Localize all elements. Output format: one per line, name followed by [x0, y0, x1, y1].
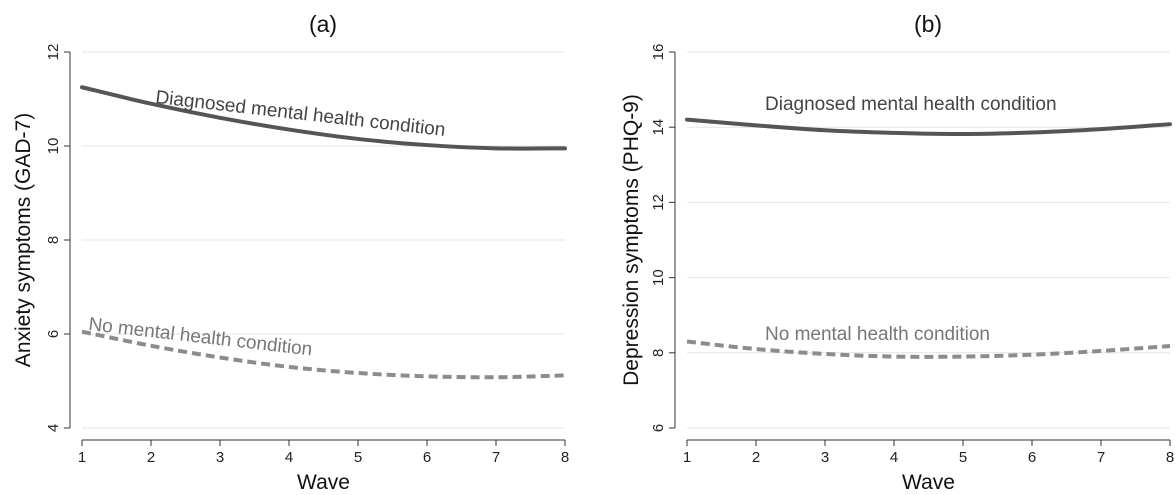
- y-axis-title: Anxiety symptoms (GAD-7): [12, 113, 35, 367]
- y-axis-title: Depression symptoms (PHQ-9): [620, 94, 643, 386]
- y-tick-label: 8: [650, 349, 667, 357]
- series-label-no-condition: No mental health condition: [765, 324, 990, 345]
- y-tick-label: 10: [45, 138, 62, 155]
- x-tick-label: 8: [561, 449, 569, 466]
- y-tick-label: 4: [45, 424, 62, 432]
- x-tick-label: 4: [285, 449, 293, 466]
- x-tick-label: 2: [752, 449, 760, 466]
- panel-title: (a): [309, 11, 337, 37]
- series-line-diagnosed: [685, 117, 1172, 136]
- x-tick-label: 3: [216, 449, 224, 466]
- y-tick-label: 12: [650, 194, 667, 211]
- y-tick-label: 8: [45, 236, 62, 244]
- panel-title: (b): [914, 11, 942, 37]
- series-label-diagnosed: Diagnosed mental health condition: [765, 94, 1057, 115]
- series-line-no-condition: [686, 339, 1171, 359]
- x-tick-label: 7: [492, 449, 500, 466]
- series-line-no-condition: [81, 329, 566, 380]
- x-tick-label: 5: [959, 449, 967, 466]
- y-tick-label: 6: [650, 424, 667, 432]
- x-tick-label: 5: [354, 449, 362, 466]
- x-tick-label: 1: [683, 449, 691, 466]
- x-tick-label: 8: [1166, 449, 1174, 466]
- x-tick-label: 1: [78, 449, 86, 466]
- series-line-diagnosed: [80, 85, 567, 151]
- x-axis-title: Wave: [297, 471, 350, 494]
- x-tick-label: 7: [1097, 449, 1105, 466]
- y-tick-label: 12: [45, 44, 62, 61]
- x-tick-label: 2: [147, 449, 155, 466]
- y-tick-label: 14: [650, 119, 667, 136]
- x-tick-label: 6: [1028, 449, 1036, 466]
- y-tick-label: 10: [650, 269, 667, 286]
- x-tick-label: 3: [821, 449, 829, 466]
- x-tick-label: 6: [423, 449, 431, 466]
- y-tick-label: 16: [650, 44, 667, 61]
- y-tick-label: 6: [45, 330, 62, 338]
- x-tick-label: 4: [890, 449, 898, 466]
- x-axis-title: Wave: [902, 471, 955, 494]
